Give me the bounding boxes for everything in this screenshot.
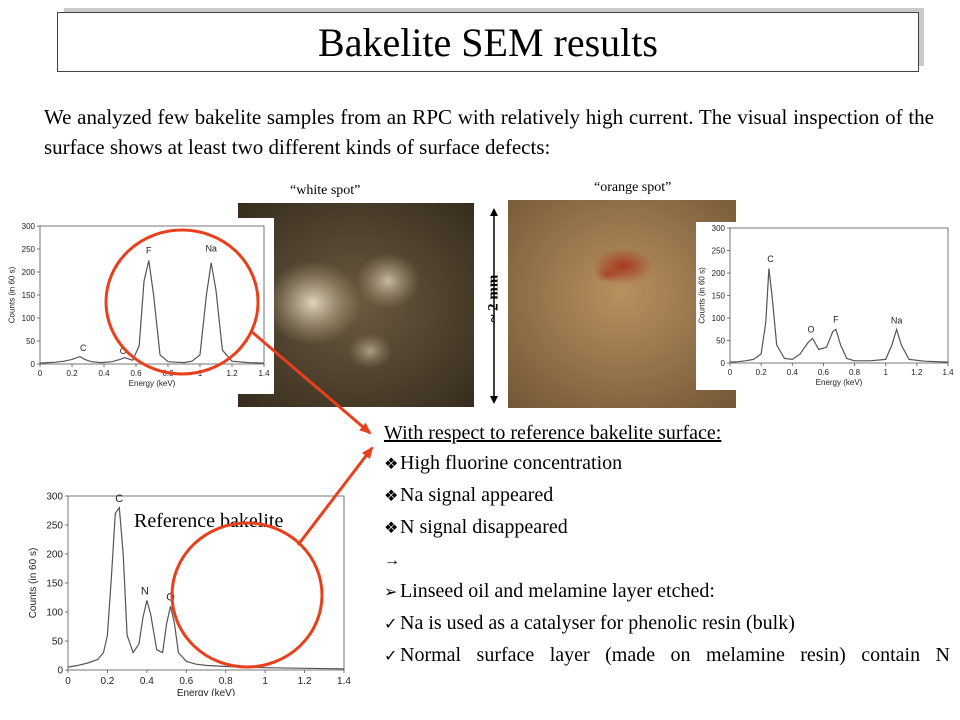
highlight-circle <box>104 228 260 376</box>
check-bullet-icon: ✓ <box>384 616 398 633</box>
y-tick-label: 250 <box>22 245 36 254</box>
x-tick-label: 0.6 <box>179 676 193 687</box>
arrow-right-icon: → <box>384 552 400 569</box>
y-tick-label: 0 <box>721 359 726 368</box>
x-tick-label: 1.4 <box>942 368 954 377</box>
y-tick-label: 100 <box>22 314 36 323</box>
result-item: ❖N signal disappeared <box>384 512 950 544</box>
x-axis-label: Energy (keV) <box>177 688 235 696</box>
spectrum-line <box>39 260 265 364</box>
x-tick-label: 0.4 <box>140 676 154 687</box>
orange-spot-label: “orange spot” <box>594 180 672 195</box>
diamond-bullet-icon: ❖ <box>384 520 399 537</box>
result-item: ❖High fluorine concentration <box>384 448 950 480</box>
peak-label: Na <box>891 315 903 325</box>
reference-bakelite-label: Reference bakelite <box>134 510 284 532</box>
orange-spot-spectrum: 0 50 100 150 200 250 300 0 0.2 0.4 0.6 0.8 1 1.2 1.4 En… <box>698 224 954 387</box>
peak-label: O <box>807 324 814 334</box>
y-axis-label: Counts (in 60 s) <box>28 548 39 619</box>
scale-arrow <box>490 208 498 404</box>
result-item: ❖Na signal appeared <box>384 480 950 512</box>
x-tick-label: 0.2 <box>100 676 114 687</box>
x-tick-label: 1.2 <box>911 368 923 377</box>
y-tick-label: 150 <box>712 291 726 300</box>
highlight-arrow <box>251 330 372 435</box>
y-axis-label: Counts (in 60 s) <box>698 267 706 324</box>
peak-label: F <box>146 246 152 256</box>
peak-label: C <box>767 254 774 264</box>
x-tick-label: 0 <box>38 369 43 378</box>
diamond-bullet-icon: ❖ <box>384 456 399 473</box>
y-axis-label: Counts (in 60 s) <box>8 266 16 323</box>
y-tick-label: 300 <box>22 222 36 231</box>
x-tick-label: 1.4 <box>258 369 270 378</box>
x-tick-label: 0 <box>65 676 71 687</box>
y-tick-label: 250 <box>712 246 726 255</box>
y-tick-label: 50 <box>26 337 35 346</box>
x-tick-label: 0.6 <box>130 369 142 378</box>
y-tick-label: 250 <box>46 521 63 532</box>
y-tick-label: 300 <box>712 224 726 233</box>
peak-label: Na <box>205 243 217 253</box>
x-tick-label: 0.2 <box>66 369 78 378</box>
peak-label: O <box>120 346 127 356</box>
y-tick-label: 150 <box>46 579 63 590</box>
x-tick-label: 1 <box>262 676 268 687</box>
y-tick-label: 150 <box>22 291 36 300</box>
reference-arrow <box>296 446 374 546</box>
reference-spectrum: 0 50 100 150 200 250 300 0 0.2 0.4 0.6 0.8 1 1.2 1.4 En… <box>28 492 351 697</box>
reference-circle <box>170 521 324 669</box>
y-tick-label: 300 <box>46 492 63 503</box>
x-tick-label: 0.4 <box>787 368 799 377</box>
y-tick-label: 200 <box>712 269 726 278</box>
results-list: With respect to reference bakelite surfa… <box>384 418 950 672</box>
y-tick-label: 200 <box>46 550 63 561</box>
x-tick-label: 0.2 <box>756 368 768 377</box>
peak-label: F <box>833 315 839 325</box>
arrowhead-bullet-icon: ➢ <box>384 584 398 601</box>
x-axis-label: Energy (keV) <box>129 379 176 388</box>
y-tick-label: 100 <box>46 608 63 619</box>
x-tick-label: 0.8 <box>219 676 233 687</box>
white-photo-mask <box>238 218 274 394</box>
y-tick-label: 100 <box>712 314 726 323</box>
spectrum-line <box>729 268 949 363</box>
x-tick-label: 0.6 <box>818 368 830 377</box>
spectrum-line <box>67 505 345 670</box>
x-tick-label: 0 <box>728 368 733 377</box>
y-tick-label: 200 <box>22 268 36 277</box>
y-tick-label: 50 <box>716 336 725 345</box>
page-title: Bakelite SEM results <box>318 19 658 65</box>
x-tick-label: 1.4 <box>337 676 351 687</box>
white-spot-label: “white spot” <box>290 183 361 198</box>
peak-label: C <box>115 493 123 505</box>
result-item: ➢ Linseed oil and melamine layer etched: <box>384 576 950 608</box>
result-item: ✓ Normal surface layer (made on melamine … <box>384 640 950 672</box>
x-tick-label: 1 <box>883 368 888 377</box>
x-tick-label: 0.8 <box>849 368 861 377</box>
check-bullet-icon: ✓ <box>384 648 398 665</box>
y-tick-label: 50 <box>52 637 64 648</box>
y-tick-label: 0 <box>57 666 63 677</box>
x-tick-label: 1.2 <box>226 369 238 378</box>
intro-paragraph: We analyzed few bakelite samples from an… <box>44 105 934 159</box>
x-tick-label: 0.4 <box>98 369 110 378</box>
x-axis-label: Energy (keV) <box>816 378 863 387</box>
result-item: ✓ Na is used as a catalyser for phenolic … <box>384 608 950 640</box>
orange-photo-mask <box>696 222 736 390</box>
white-spot-photo <box>238 203 474 407</box>
diamond-bullet-icon: ❖ <box>384 488 399 505</box>
peak-label: C <box>80 343 87 353</box>
peak-label: N <box>141 586 149 598</box>
title-box: Bakelite SEM results <box>57 12 919 72</box>
x-tick-label: 1.2 <box>298 676 312 687</box>
result-item: → <box>384 544 950 576</box>
results-heading: With respect to reference bakelite surfa… <box>384 422 722 444</box>
y-tick-label: 0 <box>31 360 36 369</box>
